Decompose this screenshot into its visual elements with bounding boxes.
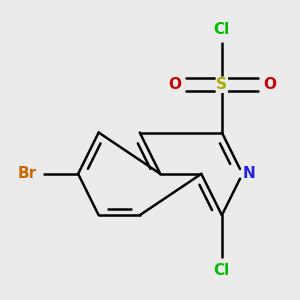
Text: Br: Br bbox=[18, 167, 37, 182]
Text: S: S bbox=[216, 77, 227, 92]
Text: Cl: Cl bbox=[214, 22, 230, 37]
Text: O: O bbox=[168, 77, 181, 92]
Text: N: N bbox=[242, 167, 255, 182]
Text: Cl: Cl bbox=[214, 263, 230, 278]
Text: O: O bbox=[263, 77, 276, 92]
